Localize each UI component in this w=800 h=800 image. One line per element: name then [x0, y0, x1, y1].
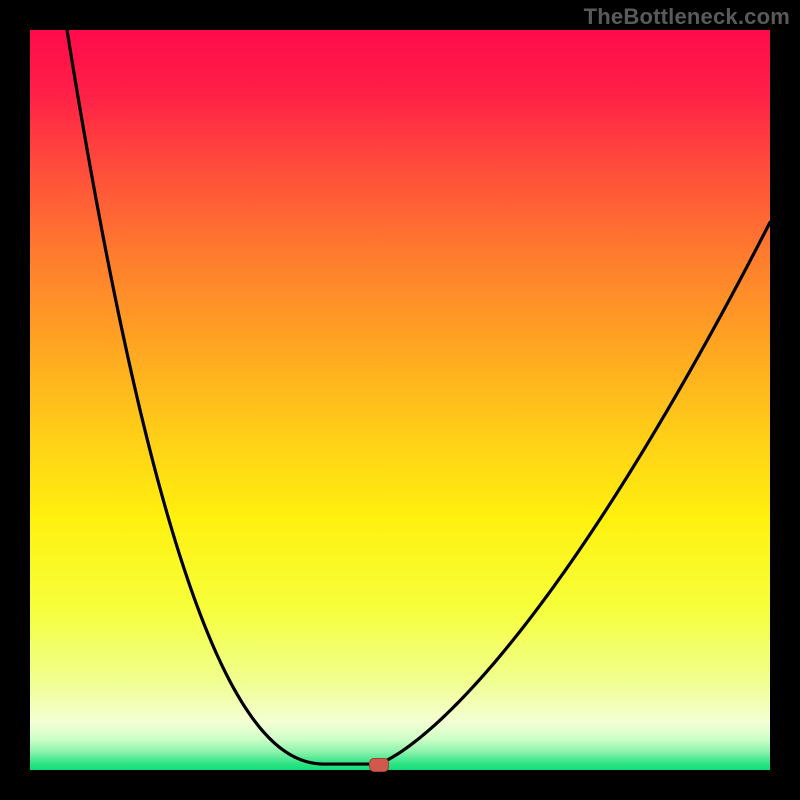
- watermark-text: TheBottleneck.com: [584, 4, 790, 30]
- bottleneck-chart: [30, 30, 770, 770]
- notch-marker: [369, 758, 389, 772]
- chart-frame: TheBottleneck.com: [0, 0, 800, 800]
